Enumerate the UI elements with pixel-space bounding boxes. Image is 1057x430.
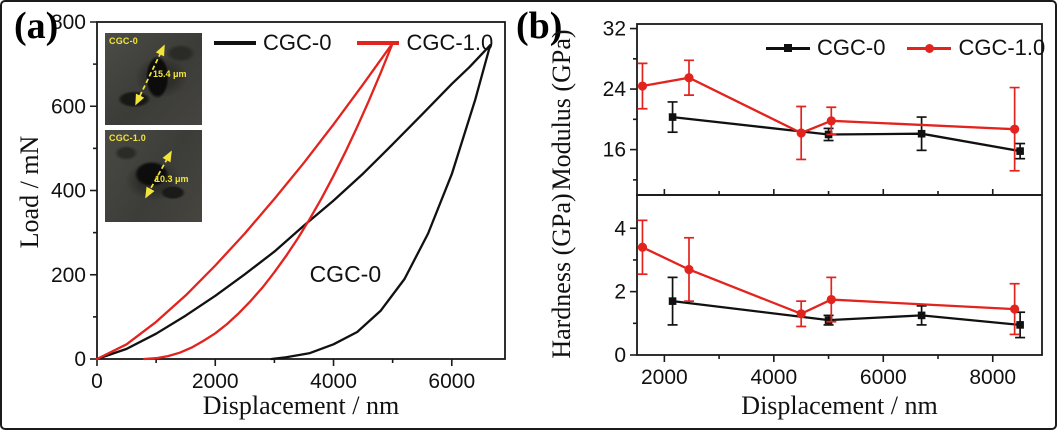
marker-square-cgc-0 — [824, 316, 833, 324]
series-cgc-1-0-unloading — [143, 41, 394, 361]
svg-text:600: 600 — [51, 95, 86, 118]
legend-label-cgc0: CGC-0 — [817, 35, 886, 60]
sem-image-cgc10: CGC-1.0 10.3 μm — [105, 130, 202, 222]
legend-marker-cgc10 — [907, 43, 952, 54]
sem-label-cgc10: CGC-1.0 — [109, 133, 146, 143]
panel-a-y-axis-title: Load / mN — [15, 135, 44, 249]
square-marker-icon — [784, 44, 792, 52]
marker-square-cgc-0 — [917, 311, 926, 320]
plot-annotation-cgc-0: CGC-0 — [310, 261, 382, 287]
legend-item-cgc0: CGC-0 — [214, 30, 331, 56]
svg-text:800: 800 — [51, 11, 86, 34]
series-cgc-1-0 — [637, 219, 1020, 336]
plot-panel-b-bottom: 2000 4000 6000 8000 0 2 4 — [614, 194, 1043, 389]
marker-circle-cgc-1-0 — [826, 116, 836, 126]
svg-text:32: 32 — [603, 18, 626, 41]
tick-labels-a: 0 2000 4000 6000 0 200 400 600 800 — [51, 11, 475, 393]
marker-circle-cgc-1-0 — [796, 128, 806, 138]
legend-line-cgc10 — [357, 41, 400, 45]
circle-marker-icon — [925, 43, 935, 53]
legend-label-cgc10: CGC-1.0 — [958, 35, 1046, 60]
ticks-a — [90, 21, 453, 366]
curve-cgc-1-0-unloading — [143, 41, 394, 361]
curve-cgc-0-unloading — [270, 44, 492, 361]
legend-item-cgc10: CGC-1.0 — [357, 30, 493, 56]
panel-b-label: (b) — [516, 5, 563, 47]
legend-label-cgc10: CGC-1.0 — [406, 30, 494, 55]
svg-text:400: 400 — [51, 180, 86, 203]
marker-circle-cgc-1-0 — [637, 81, 648, 91]
series-cgc-0-unloading — [270, 44, 492, 361]
svg-text:16: 16 — [603, 139, 626, 162]
panel-b-hardness-axis-title: Hardness (GPa) — [547, 193, 576, 359]
marker-circle-cgc-1-0 — [1010, 124, 1020, 134]
series-cgc-1-0-loading — [95, 41, 394, 361]
panel-a-x-axis-title: Displacement / nm — [202, 391, 400, 420]
marker-circle-cgc-1-0 — [637, 242, 648, 252]
svg-text:200: 200 — [51, 264, 86, 287]
sem-insets: CGC-0 15.4 μm CGC-1.0 10.3 μm — [105, 33, 202, 222]
marker-circle-cgc-1-0 — [796, 309, 806, 319]
measurement-arrow-cgc10-icon — [145, 150, 172, 199]
ticks-b-bottom — [630, 227, 994, 362]
marker-square-cgc-0 — [1016, 321, 1024, 329]
series-cgc-0-loading — [95, 44, 492, 361]
panel-b-legend: CGC-0 CGC-1.0 — [766, 35, 1045, 61]
legend-line-cgc0 — [214, 41, 256, 45]
marker-square-cgc-0 — [1016, 147, 1024, 155]
svg-text:8000: 8000 — [969, 366, 1016, 389]
legend-item-cgc0: CGC-0 — [766, 35, 885, 61]
legend-label-cgc0: CGC-0 — [263, 30, 332, 55]
line-cgc-1-0 — [642, 76, 1015, 135]
svg-text:0: 0 — [614, 344, 626, 367]
svg-text:6000: 6000 — [860, 366, 907, 389]
sem-measurement-cgc10: 10.3 μm — [155, 174, 189, 184]
svg-text:2: 2 — [614, 281, 626, 304]
curve-cgc-1-0-loading — [95, 41, 394, 361]
svg-text:24: 24 — [603, 78, 627, 101]
marker-square-cgc-0 — [668, 113, 677, 121]
measurement-arrow-cgc0-icon — [135, 44, 165, 106]
tick-labels-b-top: 16 24 32 — [603, 18, 627, 162]
series-cgc-0 — [667, 101, 1026, 160]
svg-text:0: 0 — [74, 348, 86, 371]
ticks-b-top — [630, 27, 994, 195]
panel-b-x-axis-title: Displacement / nm — [741, 391, 938, 420]
svg-text:4000: 4000 — [310, 370, 357, 393]
legend-item-cgc10: CGC-1.0 — [907, 35, 1045, 61]
line-cgc-0 — [672, 115, 1021, 153]
svg-text:4: 4 — [614, 217, 626, 240]
curve-cgc-0-loading — [95, 44, 492, 361]
tick-labels-b-bottom: 2000 4000 6000 8000 0 2 4 — [614, 217, 1016, 389]
marker-circle-cgc-1-0 — [684, 264, 694, 275]
line-cgc-0 — [672, 299, 1021, 327]
plot-panel-a: 0 2000 4000 6000 0 200 400 600 800 CGC-0 — [51, 11, 506, 393]
series-cgc-1-0 — [637, 59, 1020, 172]
sem-label-cgc0: CGC-0 — [109, 36, 139, 46]
svg-text:6000: 6000 — [428, 370, 475, 393]
legend-marker-cgc0 — [766, 43, 810, 54]
series-cgc-0 — [667, 276, 1026, 339]
sem-measurement-cgc0: 15.4 μm — [153, 69, 187, 79]
panel-a-label: (a) — [14, 5, 59, 47]
svg-text:2000: 2000 — [641, 366, 688, 389]
marker-circle-cgc-1-0 — [684, 73, 694, 83]
svg-text:2000: 2000 — [192, 370, 239, 393]
sem-image-cgc0: CGC-0 15.4 μm — [105, 33, 202, 125]
svg-text:4000: 4000 — [750, 366, 797, 389]
marker-square-cgc-0 — [668, 297, 677, 305]
marker-circle-cgc-1-0 — [1010, 304, 1020, 314]
marker-circle-cgc-1-0 — [826, 294, 836, 305]
svg-text:0: 0 — [91, 370, 103, 393]
marker-square-cgc-0 — [917, 129, 926, 138]
plot-frame-b-bottom — [636, 194, 1043, 356]
panel-a-legend: CGC-0 CGC-1.0 — [214, 30, 493, 56]
